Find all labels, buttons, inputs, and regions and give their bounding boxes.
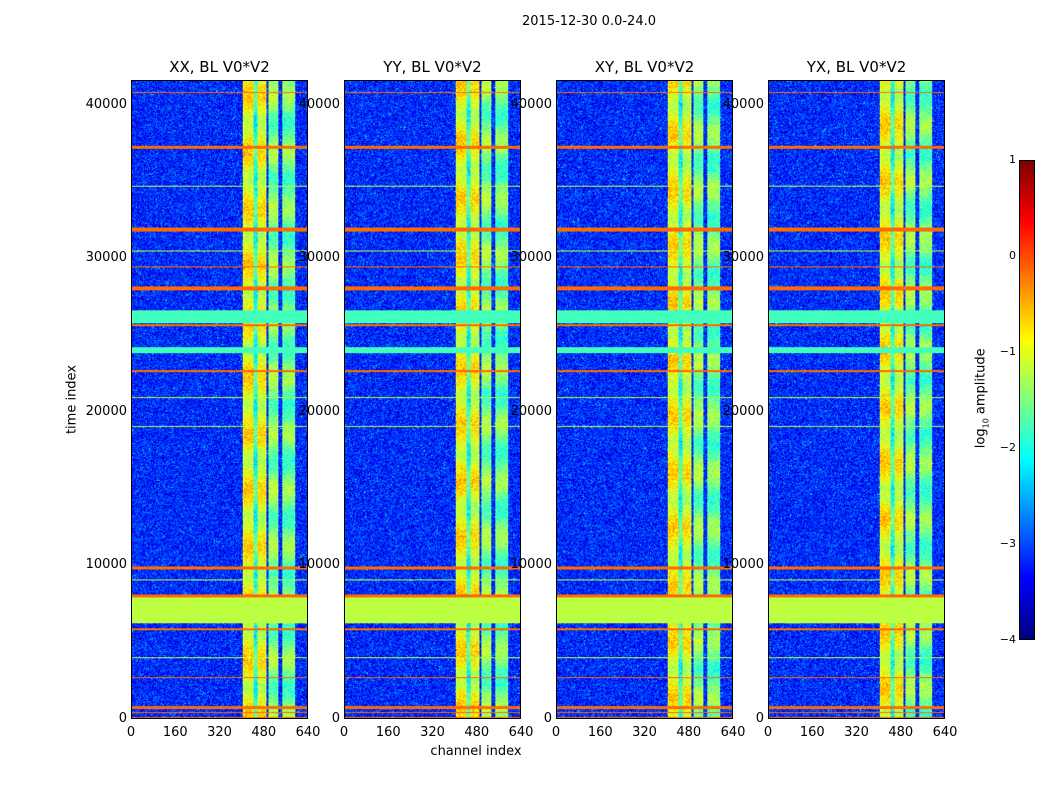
y-tick-label: 0 [331, 711, 340, 726]
colorbar-tick-label: −1 [999, 345, 1016, 358]
y-tick-label: 30000 [510, 250, 552, 266]
heatmap-panel [768, 80, 945, 719]
colorbar-tick-label: 0 [1009, 249, 1016, 262]
x-tick-label: 160 [162, 725, 188, 740]
x-axis-label: channel index [430, 744, 522, 759]
heatmap-panel [556, 80, 733, 719]
x-tick-label: 480 [888, 725, 914, 740]
heatmap-panel [131, 80, 308, 719]
panel-title: XX, BL V0*V2 [169, 58, 270, 76]
y-tick-label: 40000 [298, 96, 340, 112]
y-tick-label: 40000 [510, 96, 552, 112]
x-tick-label: 480 [676, 725, 702, 740]
colorbar-gradient [1020, 161, 1034, 639]
y-tick-label: 0 [755, 711, 764, 726]
y-tick-label: 20000 [510, 403, 552, 419]
y-tick-label: 40000 [85, 96, 127, 112]
y-tick-label: 20000 [722, 403, 764, 419]
colorbar-label-sub: 10 [981, 418, 991, 429]
y-tick-label: 0 [543, 711, 552, 726]
y-tick-label: 30000 [722, 250, 764, 266]
x-tick-label: 0 [339, 725, 349, 740]
colorbar [1019, 160, 1035, 640]
x-tick-label: 160 [587, 725, 613, 740]
x-tick-label: 160 [375, 725, 401, 740]
y-tick-label: 10000 [85, 557, 127, 573]
colorbar-label-prefix: log [973, 428, 989, 449]
x-tick-label: 640 [932, 725, 958, 740]
x-tick-label: 640 [508, 725, 534, 740]
panel-title: YX, BL V0*V2 [806, 58, 907, 76]
x-tick-label: 160 [799, 725, 825, 740]
colorbar-tick-label: −3 [999, 537, 1016, 550]
y-tick-label: 10000 [510, 557, 552, 573]
panel-title: YY, BL V0*V2 [383, 58, 482, 76]
x-tick-label: 0 [763, 725, 773, 740]
y-tick-label: 30000 [298, 250, 340, 266]
y-tick-label: 0 [118, 711, 127, 726]
x-tick-label: 640 [295, 725, 321, 740]
x-tick-label: 320 [632, 725, 657, 740]
colorbar-label-suffix: amplitude [973, 348, 989, 419]
panel-title: XY, BL V0*V2 [594, 58, 695, 76]
heatmap-panel [344, 80, 521, 719]
colorbar-label: log10 amplitude [974, 338, 991, 458]
colorbar-tick-label: −2 [999, 441, 1016, 454]
x-tick-label: 320 [844, 725, 869, 740]
y-tick-label: 20000 [85, 403, 127, 419]
x-tick-label: 320 [207, 725, 232, 740]
x-tick-label: 480 [251, 725, 277, 740]
y-tick-label: 40000 [722, 96, 764, 112]
x-tick-label: 640 [720, 725, 746, 740]
y-axis-label: time index [64, 364, 80, 435]
y-tick-label: 30000 [85, 250, 127, 266]
colorbar-tick-label: 1 [1009, 153, 1016, 166]
x-tick-label: 0 [126, 725, 136, 740]
figure-title: 2015-12-30 0.0-24.0 [522, 14, 656, 29]
y-tick-label: 10000 [722, 557, 764, 573]
x-tick-label: 320 [420, 725, 445, 740]
y-tick-label: 20000 [298, 403, 340, 419]
colorbar-tick-label: −4 [999, 633, 1016, 646]
x-tick-label: 480 [464, 725, 490, 740]
y-tick-label: 10000 [298, 557, 340, 573]
x-tick-label: 0 [551, 725, 561, 740]
